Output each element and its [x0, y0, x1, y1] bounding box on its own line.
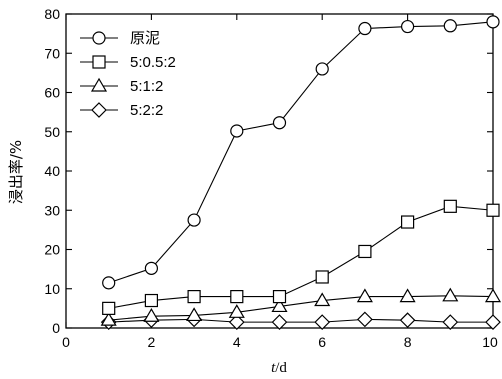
- series-group: [100, 15, 502, 330]
- data-point-diamond: [271, 314, 288, 330]
- legend-label: 5:0.5:2: [130, 54, 176, 71]
- data-point-triangle: [186, 307, 203, 322]
- data-point-triangle: [228, 304, 245, 318]
- data-point-circle: [486, 15, 500, 29]
- series-0: [102, 15, 500, 290]
- data-point-triangle: [484, 288, 502, 303]
- data-point-circle: [443, 19, 457, 33]
- y-tick-label: 60: [44, 85, 60, 101]
- series-line: [108, 205, 494, 309]
- data-point-circle: [272, 116, 287, 130]
- data-point-circle: [315, 62, 329, 76]
- data-point-square: [272, 290, 287, 304]
- data-point-square: [358, 244, 372, 259]
- data-point-square: [102, 301, 116, 315]
- legend-marker-circle: [92, 31, 106, 45]
- legend-marker-triangle: [90, 77, 108, 92]
- x-axis-label: t/d: [271, 360, 287, 376]
- legend-entry: 原泥: [80, 30, 160, 47]
- data-point-triangle: [271, 298, 288, 313]
- data-point-diamond: [357, 311, 373, 328]
- legend-label: 5:1:2: [130, 78, 163, 95]
- series-1: [102, 199, 500, 315]
- x-tick-label: 6: [318, 334, 326, 350]
- data-point-circle: [401, 19, 415, 34]
- y-tick-label: 0: [52, 320, 60, 336]
- x-tick-label: 0: [62, 334, 70, 350]
- data-point-triangle: [143, 308, 160, 322]
- data-point-square: [144, 293, 158, 308]
- y-tick-label: 80: [44, 6, 60, 22]
- x-axis-label-unit: /d: [275, 360, 287, 376]
- x-tick-label: 2: [148, 334, 156, 350]
- data-point-triangle: [442, 287, 459, 302]
- data-point-square: [401, 215, 415, 229]
- legend-label: 5:2:2: [130, 102, 163, 119]
- legend: 原泥 5:0.5:2 5:1:2 5:2:2: [80, 30, 176, 119]
- x-axis-label-italic: t: [271, 360, 276, 376]
- data-point-diamond: [228, 314, 245, 330]
- data-point-diamond: [314, 314, 331, 330]
- data-point-diamond: [485, 314, 501, 330]
- y-tick-label: 50: [44, 124, 60, 140]
- legend-entry: 5:1:2: [80, 77, 163, 95]
- data-point-square: [486, 203, 500, 217]
- y-tick-label: 30: [44, 202, 60, 218]
- x-tick-label: 8: [404, 334, 412, 350]
- x-tick-label: 4: [233, 334, 241, 350]
- data-point-triangle: [399, 288, 416, 303]
- series-3: [100, 311, 501, 330]
- legend-entry: 5:2:2: [80, 102, 163, 119]
- legend-label: 原泥: [130, 30, 160, 47]
- legend-marker-diamond: [91, 102, 107, 118]
- legend-marker-square: [92, 55, 106, 69]
- data-point-diamond: [399, 312, 416, 328]
- series-2: [100, 287, 502, 326]
- series-line: [108, 295, 494, 321]
- series-line: [108, 21, 494, 284]
- data-point-square: [443, 199, 457, 213]
- data-point-circle: [187, 213, 201, 227]
- legend-entry: 5:0.5:2: [80, 54, 176, 71]
- y-tick-label: 40: [44, 163, 60, 179]
- series-line: [108, 318, 493, 323]
- y-tick-label: 70: [44, 45, 60, 61]
- data-point-circle: [358, 21, 372, 36]
- data-point-circle: [230, 124, 244, 138]
- data-point-triangle: [314, 292, 331, 307]
- data-point-square: [230, 290, 244, 304]
- data-point-circle: [144, 261, 158, 275]
- y-axis-label: 浸出率/%: [7, 140, 25, 204]
- data-point-circle: [102, 276, 116, 290]
- y-tick-label: 10: [44, 281, 60, 297]
- data-point-square: [315, 270, 329, 284]
- y-tick-label: 20: [44, 242, 60, 258]
- x-tick-label: 10: [482, 334, 498, 350]
- axis-ticks: 0 2 4 6 8 10 0 10 20 30 40 50 60 70 80: [44, 6, 498, 350]
- data-point-diamond: [442, 314, 459, 330]
- data-point-triangle: [100, 311, 117, 326]
- data-point-triangle: [356, 288, 373, 303]
- data-point-square: [187, 290, 201, 304]
